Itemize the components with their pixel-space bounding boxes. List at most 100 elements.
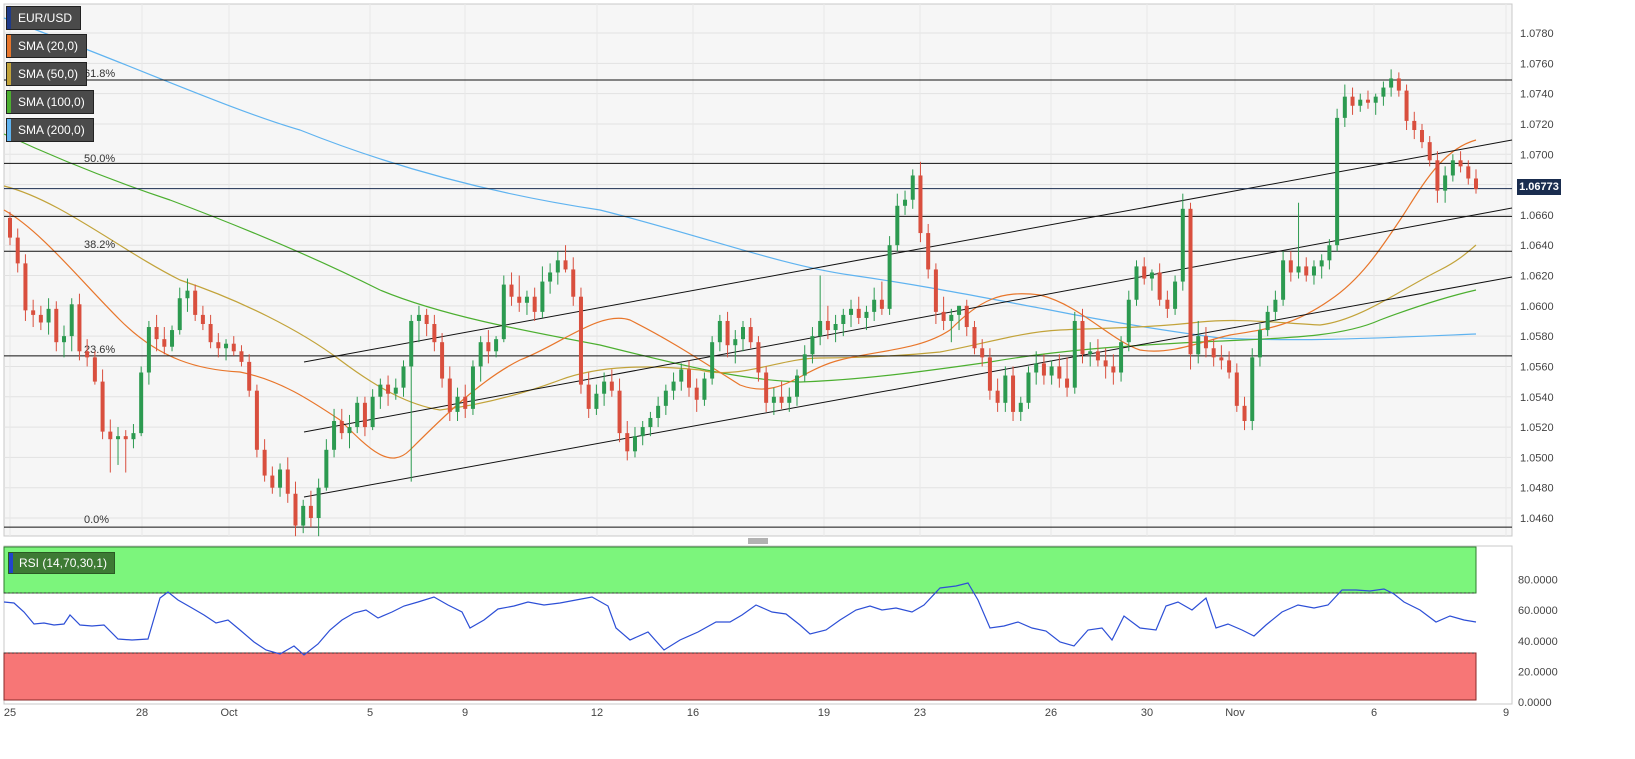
- candle-body: [54, 308, 59, 343]
- candle-body: [100, 381, 105, 432]
- candle-body: [254, 390, 259, 450]
- candle-body: [841, 314, 846, 324]
- candle-body: [764, 372, 769, 403]
- candle-body: [270, 475, 275, 488]
- fib-label-382: 38.2%: [84, 239, 115, 251]
- legend-sma-20[interactable]: SMA (20,0): [6, 34, 88, 58]
- date-tick-label: 6: [1371, 707, 1377, 719]
- candle-body: [741, 327, 745, 340]
- candle-body: [46, 308, 51, 323]
- candle-body: [308, 505, 313, 518]
- date-axis: 25 28 Oct 5 9 12 16 19 23 26 30 Nov 6 9: [4, 707, 1509, 719]
- candle-body: [224, 343, 229, 349]
- candle-body: [663, 390, 668, 406]
- candle-body: [1149, 272, 1154, 279]
- channel-lower-line: [303, 276, 1513, 498]
- candle-body: [1474, 178, 1478, 190]
- candlesticks: [8, 69, 1478, 537]
- price-tick-label: 1.0620: [1520, 271, 1554, 283]
- candle-body: [139, 372, 144, 434]
- rsi-oversold-zone: [3, 652, 1477, 701]
- rsi-tick-label: 20.0000: [1518, 666, 1558, 678]
- candle-body: [347, 427, 352, 434]
- candle-body: [617, 390, 622, 434]
- price-tick-label: 1.0520: [1520, 422, 1554, 434]
- price-axis: 1.07801.07601.07401.07201.07001.06801.06…: [1520, 28, 1554, 525]
- fib-label-50: 50.0%: [84, 153, 115, 165]
- panel-resize-handle[interactable]: [748, 538, 768, 544]
- candle-body: [278, 469, 283, 488]
- date-tick-label: 30: [1141, 707, 1153, 719]
- candle-body: [1450, 160, 1455, 176]
- candle-body: [957, 305, 962, 315]
- candle-body: [555, 260, 560, 273]
- candle-body: [301, 505, 306, 526]
- candle-body: [756, 342, 761, 373]
- candle-body: [849, 308, 854, 315]
- candle-body: [941, 311, 946, 321]
- candle-body: [1288, 260, 1293, 273]
- candle-body: [1165, 299, 1170, 309]
- candle-body: [455, 396, 460, 412]
- legend-eurusd[interactable]: EUR/USD: [6, 6, 82, 30]
- sma-50-line: [3, 185, 1477, 411]
- candle-body: [23, 263, 28, 311]
- legend-label: SMA (50,0): [18, 67, 79, 81]
- rsi-legend[interactable]: RSI (14,70,30,1): [8, 552, 116, 574]
- candle-body: [1095, 351, 1100, 361]
- price-tick-label: 1.0600: [1520, 301, 1554, 313]
- candle-body: [1335, 117, 1340, 246]
- candle-body: [632, 436, 637, 452]
- candle-body: [162, 339, 167, 347]
- candle-body: [31, 310, 36, 315]
- candle-body: [1180, 208, 1185, 282]
- candle-body: [1265, 311, 1270, 331]
- candle-body: [1057, 366, 1062, 379]
- legend-sma-200[interactable]: SMA (200,0): [6, 118, 94, 142]
- candle-body: [725, 320, 730, 346]
- candle-body: [640, 427, 645, 437]
- candle-body: [1458, 160, 1463, 167]
- candle-body: [578, 296, 583, 385]
- candle-body: [316, 487, 321, 518]
- legend-sma-50[interactable]: SMA (50,0): [6, 62, 88, 86]
- legend-sma-100[interactable]: SMA (100,0): [6, 90, 94, 114]
- rsi-axis: 80.0000 60.0000 40.0000 20.0000 0.0000: [1518, 575, 1558, 709]
- candle-body: [563, 260, 568, 270]
- candle-body: [440, 342, 445, 379]
- candle-body: [131, 433, 136, 440]
- candle-body: [486, 342, 491, 352]
- date-tick-label: Oct: [220, 707, 237, 719]
- candle-body: [1435, 160, 1440, 191]
- date-tick-label: 5: [367, 707, 373, 719]
- candle-body: [872, 299, 877, 312]
- date-tick-label: 9: [1503, 707, 1509, 719]
- candle-body: [540, 281, 545, 312]
- candle-body: [362, 402, 367, 428]
- candle-body: [1173, 281, 1178, 309]
- candle-body: [717, 320, 722, 343]
- candle-body: [1041, 363, 1046, 376]
- rsi-label: RSI (14,70,30,1): [19, 556, 108, 570]
- candle-body: [1134, 266, 1139, 300]
- candle-body: [1111, 366, 1116, 373]
- candle-body: [324, 449, 329, 488]
- candle-body: [771, 396, 776, 403]
- candle-body: [509, 284, 514, 297]
- candle-body: [1126, 299, 1131, 343]
- candle-body: [625, 433, 630, 452]
- candle-body: [177, 298, 182, 331]
- candle-body: [216, 342, 221, 349]
- candle-body: [401, 366, 406, 388]
- candle-body: [594, 393, 599, 409]
- candle-body: [586, 384, 591, 409]
- candle-body: [980, 348, 985, 358]
- candle-body: [1011, 375, 1016, 412]
- channel-middle-line: [303, 207, 1513, 433]
- candle-body: [494, 339, 499, 352]
- legend-label: SMA (20,0): [18, 39, 79, 53]
- price-tick-label: 1.0720: [1520, 119, 1554, 131]
- candle-body: [1319, 260, 1324, 267]
- candle-body: [656, 405, 661, 418]
